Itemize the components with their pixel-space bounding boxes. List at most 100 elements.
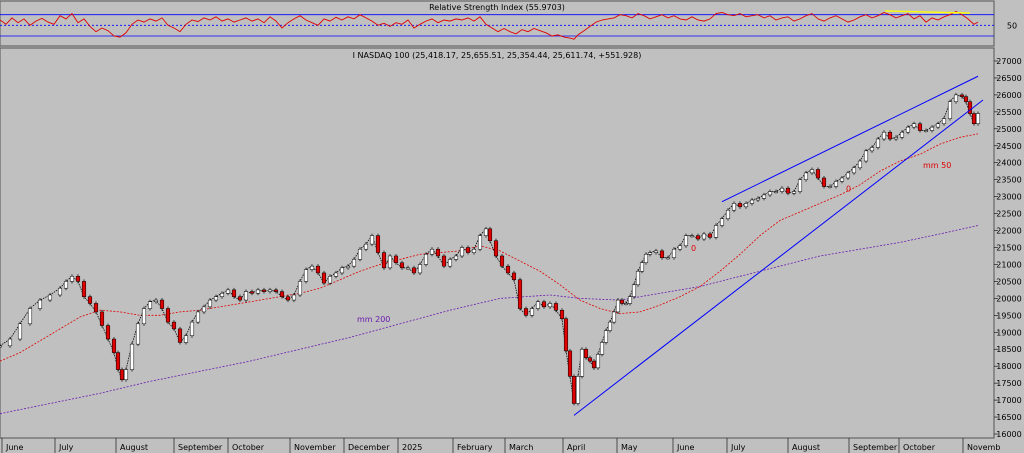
candle-body [839, 177, 845, 182]
price-trendline [721, 75, 979, 203]
candle-body [249, 291, 255, 294]
y-tick-label: 22500 [996, 210, 1021, 219]
candle-body [183, 335, 189, 343]
y-tick-label: 21500 [996, 244, 1021, 253]
candle-body [243, 291, 249, 301]
candle-body [881, 131, 887, 140]
y-tick-label: 19000 [996, 328, 1021, 337]
candle-body [459, 247, 465, 257]
candle-body [627, 296, 633, 304]
candle-body [7, 338, 13, 347]
candle-body [273, 289, 279, 292]
candle-body [887, 131, 893, 140]
candle-body [267, 289, 273, 292]
rsi-y-tick-label: 50 [1007, 21, 1017, 30]
candle-body [737, 203, 743, 208]
candle-body [523, 308, 529, 316]
candle-body [719, 218, 725, 226]
candle-body [303, 269, 309, 282]
candle-body [707, 233, 713, 238]
candle-body [911, 123, 917, 128]
candle-body [603, 330, 609, 343]
candle-body [731, 203, 737, 211]
candle-body [941, 118, 947, 124]
candle-body [803, 172, 809, 180]
candle-body [967, 101, 973, 114]
candle-body [411, 267, 417, 274]
candle-body [165, 308, 171, 323]
price-trendline [573, 99, 984, 416]
candle-body [653, 250, 659, 253]
candle-body [477, 235, 483, 250]
candle-body [321, 272, 327, 284]
candle-body [27, 308, 33, 325]
candle-body [105, 325, 111, 340]
candle-body [553, 303, 559, 311]
x-tick-label: September [853, 443, 898, 452]
candle-body [81, 281, 87, 297]
candle-body [375, 235, 381, 253]
candle-body [487, 228, 493, 241]
x-tick-label: October [232, 443, 265, 452]
y-tick-label: 21000 [996, 260, 1021, 269]
annotation-label: mm 50 [923, 161, 951, 170]
candle-body [773, 191, 779, 194]
y-tick-label: 17000 [996, 396, 1021, 405]
candle-body [483, 228, 489, 236]
candle-body [69, 276, 75, 282]
candle-body [643, 254, 649, 264]
candle-body [607, 321, 613, 331]
candle-body [261, 289, 267, 292]
candle-body [387, 255, 393, 269]
x-tick-label: September [178, 443, 223, 452]
candle-body [339, 267, 345, 274]
candle-body [547, 303, 553, 308]
rsi-series-line [0, 10, 979, 40]
x-tick-label: November [294, 443, 336, 452]
candle-body [635, 270, 641, 286]
candle-body [947, 101, 953, 119]
x-tick-label: April [567, 443, 585, 452]
candle-body [369, 235, 375, 245]
candle-body [471, 248, 477, 253]
candle-body [893, 137, 899, 140]
candle-body [435, 248, 441, 257]
candle-body [875, 138, 881, 148]
candle-body [63, 281, 69, 289]
candle-body [57, 287, 63, 296]
candle-body [285, 296, 291, 301]
y-tick-label: 23000 [996, 193, 1021, 202]
candle-body [17, 323, 23, 340]
candle-body [541, 301, 547, 308]
x-tick-label: June [676, 443, 695, 452]
candle-body [767, 191, 773, 196]
candle-body [75, 276, 81, 282]
candle-body [315, 265, 321, 274]
candle-body [135, 323, 141, 345]
candle-body [755, 198, 761, 201]
x-tick-label: July [730, 443, 746, 452]
candle-body [405, 267, 411, 270]
candle-body [207, 299, 213, 308]
candle-body [591, 360, 597, 369]
candle-body [333, 272, 339, 277]
candle-body [219, 293, 225, 297]
y-tick-label: 26500 [996, 74, 1021, 83]
candle-body [815, 169, 821, 179]
candle-body [857, 160, 863, 169]
candle-body [123, 369, 129, 380]
candle-body [153, 299, 159, 303]
annotation-label: mm 200 [357, 315, 390, 324]
candle-body [429, 248, 435, 255]
candle-body [345, 265, 351, 269]
candle-body [683, 235, 689, 247]
candle-body [917, 123, 923, 131]
candle-body [689, 235, 695, 238]
candle-body [529, 308, 535, 316]
rsi-title: Relative Strength Index (55.9703) [429, 3, 565, 12]
candle-body [935, 123, 941, 128]
candle-body [453, 255, 459, 260]
candle-body [93, 303, 99, 313]
candle-body [147, 301, 153, 309]
